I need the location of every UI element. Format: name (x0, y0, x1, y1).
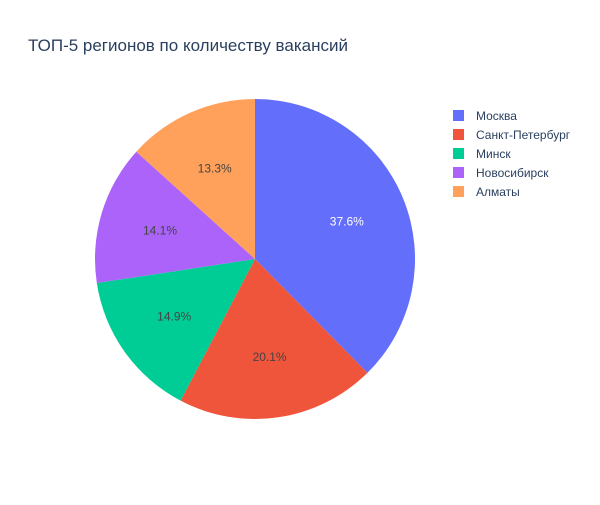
legend-label-5[interactable]: Алматы (476, 185, 520, 199)
legend-label-2[interactable]: Санкт-Петербург (476, 128, 571, 142)
pie-slice-label-3: 14.9% (157, 310, 191, 324)
pie-slice-label-2: 20.1% (253, 350, 287, 364)
legend-swatch-2[interactable] (453, 129, 464, 140)
legend-swatch-4[interactable] (453, 167, 464, 178)
pie-slice-1 (255, 99, 416, 373)
legend-swatch-5[interactable] (453, 186, 464, 197)
legend-label-4[interactable]: Новосибирск (476, 166, 549, 180)
pie-slice-label-4: 14.1% (143, 223, 177, 237)
pie-slice-3 (96, 259, 255, 401)
pie-slice-labels: 37.6% 20.1% 14.9% 14.1% 13.3% (143, 161, 364, 364)
legend-swatch-1[interactable] (453, 110, 464, 121)
legend: Москва Санкт-Петербург Минск Новосибирск Алм… (453, 109, 571, 199)
pie-slice-label-1: 37.6% (330, 214, 364, 228)
legend-swatch-3[interactable] (453, 148, 464, 159)
legend-label-3[interactable]: Минск (476, 147, 511, 161)
pie-slice-label-5: 13.3% (198, 161, 232, 175)
legend-label-1[interactable]: Москва (476, 109, 517, 123)
chart-title: ТОП-5 регионов по количеству вакансий (28, 36, 348, 55)
pie-slice-5 (136, 99, 255, 259)
pie-slice-2 (180, 259, 368, 420)
pie-slices (95, 99, 416, 420)
pie-slice-4 (95, 151, 255, 284)
